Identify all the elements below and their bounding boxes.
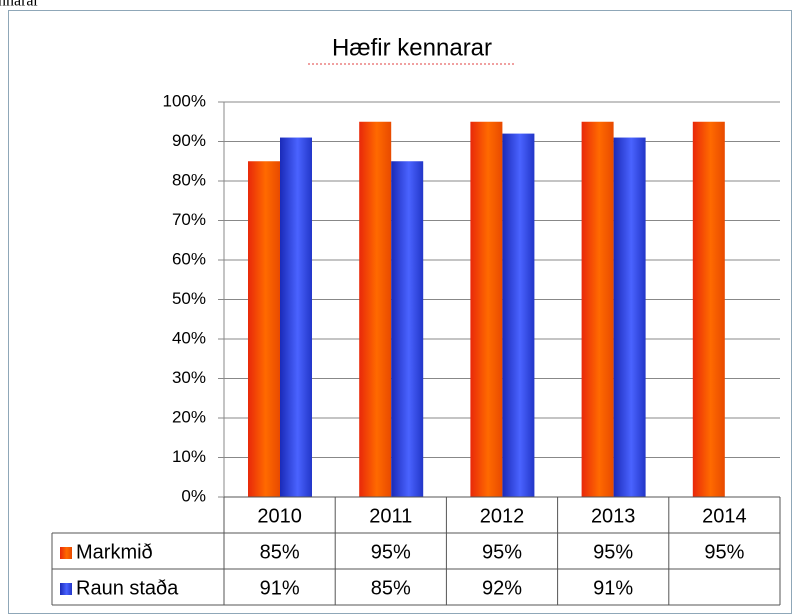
- y-tick-label: 100%: [163, 91, 206, 110]
- bar: [391, 161, 424, 497]
- data-table-value: 95%: [482, 541, 522, 563]
- bar: [359, 121, 392, 497]
- data-table-value: 95%: [371, 541, 411, 563]
- data-table-value: 91%: [260, 577, 300, 599]
- data-table-value: 85%: [371, 577, 411, 599]
- legend-swatch: [60, 547, 72, 559]
- data-table-value: 85%: [260, 541, 300, 563]
- chart-title: Hæfir kennarar: [332, 34, 492, 61]
- data-table-value: 95%: [593, 541, 633, 563]
- bar: [581, 121, 614, 497]
- y-tick-label: 20%: [172, 407, 206, 426]
- x-tick-label: 2013: [591, 505, 636, 527]
- y-tick-label: 50%: [172, 289, 206, 308]
- y-tick-label: 70%: [172, 210, 206, 229]
- y-tick-label: 90%: [172, 131, 206, 150]
- x-tick-label: 2012: [480, 505, 525, 527]
- legend-label: Markmið: [76, 541, 153, 563]
- x-tick-label: 2011: [369, 505, 412, 527]
- legend-swatch: [60, 583, 72, 595]
- caption: nnarar: [0, 0, 40, 10]
- bar: [248, 161, 280, 497]
- y-tick-label: 40%: [172, 328, 206, 347]
- x-tick-label: 2014: [702, 505, 747, 527]
- bar: [502, 133, 535, 497]
- y-tick-label: 30%: [172, 368, 206, 387]
- y-tick-label: 80%: [172, 170, 206, 189]
- data-table-value: 92%: [482, 577, 522, 599]
- bar: [692, 121, 725, 497]
- y-tick-label: 10%: [172, 447, 206, 466]
- chart-border: [8, 10, 792, 614]
- y-tick-label: 0%: [181, 486, 206, 505]
- y-tick-label: 60%: [172, 249, 206, 268]
- data-table-value: 91%: [593, 577, 633, 599]
- data-table-value: 95%: [704, 541, 744, 563]
- bar: [470, 121, 503, 497]
- legend-label: Raun staða: [76, 577, 179, 599]
- x-tick-label: 2010: [257, 505, 302, 527]
- bar: [280, 137, 312, 498]
- bar: [613, 137, 646, 498]
